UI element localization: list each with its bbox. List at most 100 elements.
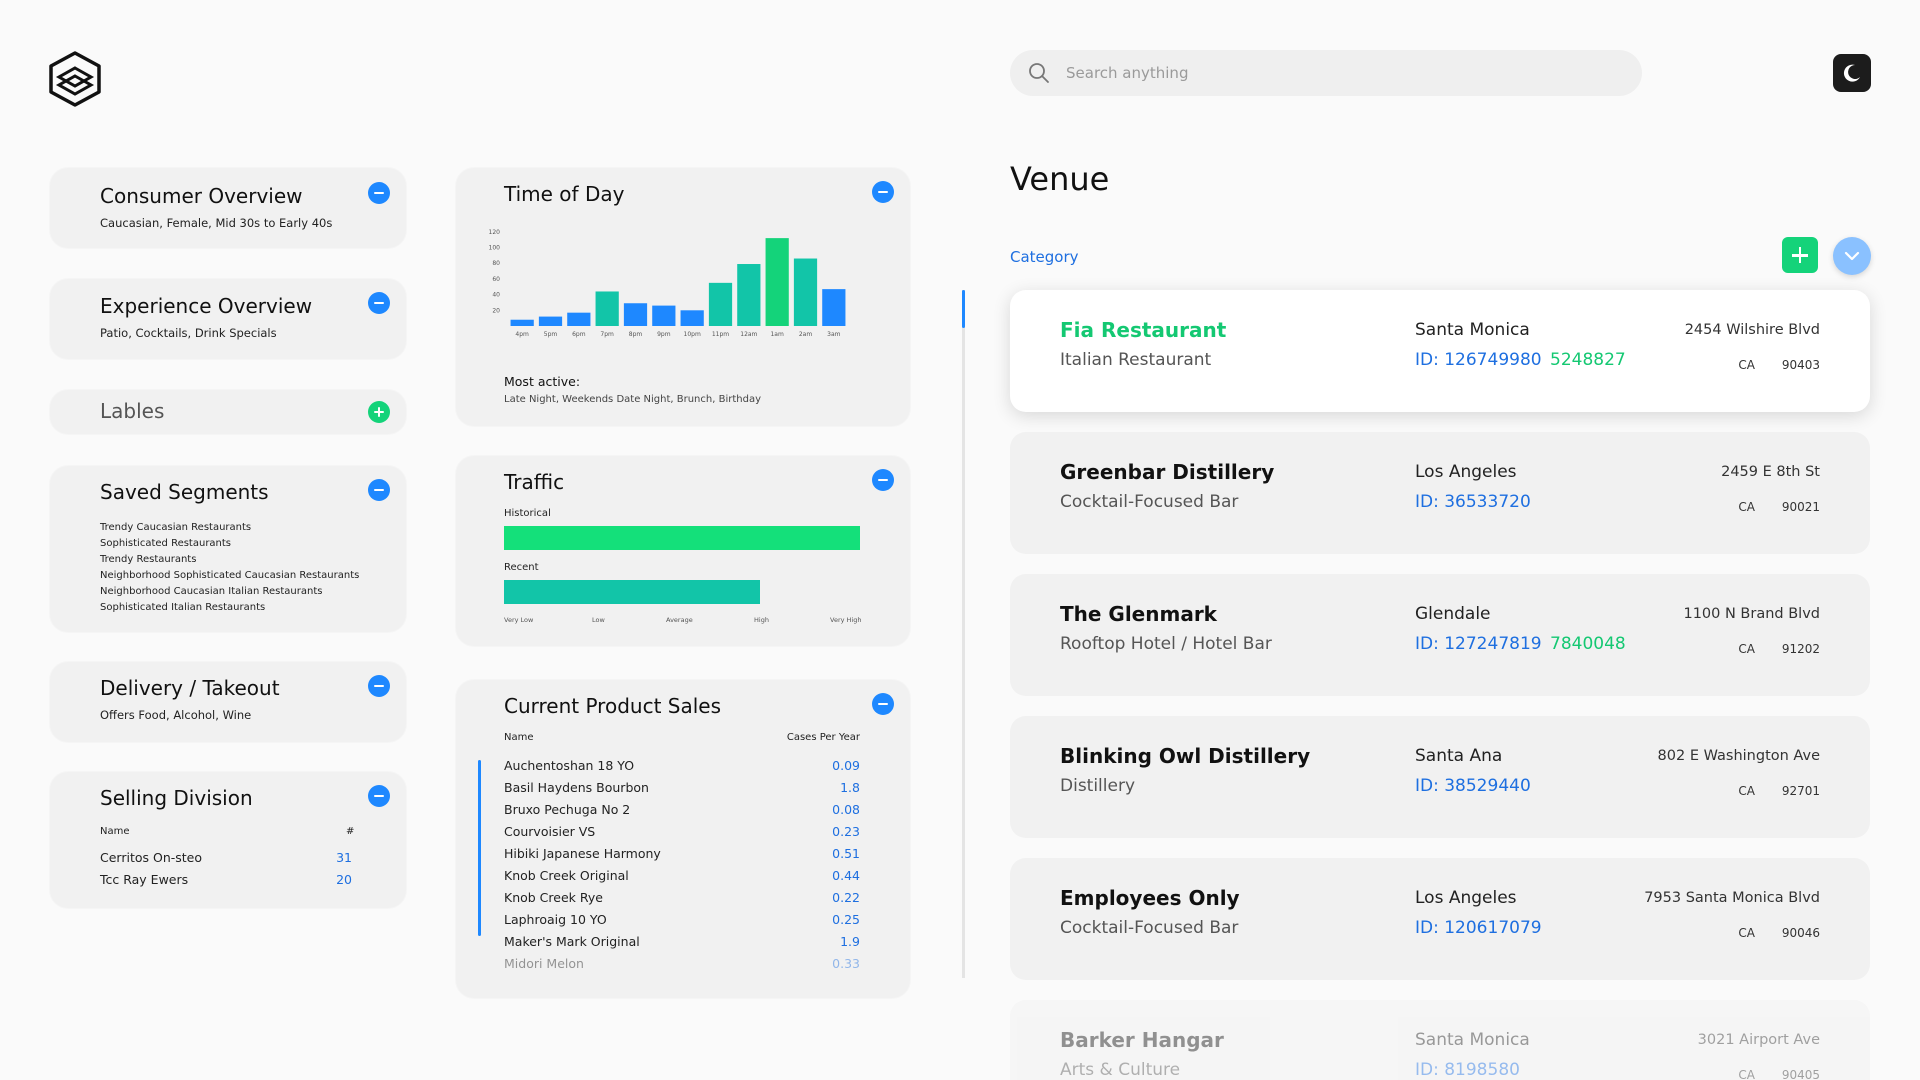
venue-zip: 90405	[1781, 1068, 1820, 1080]
column-header-name: Name	[100, 826, 130, 837]
collapse-button[interactable]	[872, 469, 894, 491]
dark-mode-toggle[interactable]	[1833, 54, 1871, 92]
product-name[interactable]: Maker's Mark Original	[504, 934, 640, 949]
bar[interactable]	[595, 291, 619, 326]
venue-type: Rooftop Hotel / Hotel Bar	[1060, 634, 1272, 654]
bar[interactable]	[510, 319, 534, 326]
add-venue-button[interactable]	[1782, 237, 1818, 273]
collapse-button[interactable]	[368, 182, 390, 204]
product-name[interactable]: Knob Creek Rye	[504, 890, 603, 905]
venue-card[interactable]: Fia Restaurant Italian Restaurant Santa Mo…	[1010, 290, 1870, 412]
traffic-tick: Very Low	[504, 616, 534, 624]
minus-icon	[374, 685, 384, 687]
venue-id: ID: 38529440	[1415, 776, 1531, 796]
search-bar[interactable]	[1010, 50, 1642, 96]
venue-card[interactable]: The Glenmark Rooftop Hotel / Hotel Bar Gle…	[1010, 574, 1870, 696]
saved-segments-card: Saved Segments Trendy Caucasian Restaura…	[50, 466, 406, 632]
hexagon-logo-icon[interactable]	[48, 50, 102, 108]
dropdown-button[interactable]	[1833, 237, 1871, 275]
collapse-button[interactable]	[368, 675, 390, 697]
bar[interactable]	[567, 312, 591, 326]
segment-item[interactable]: Sophisticated Italian Restaurants	[100, 602, 266, 613]
division-name[interactable]: Tcc Ray Ewers	[100, 872, 189, 887]
product-name[interactable]: Bruxo Pechuga No 2	[504, 802, 631, 817]
minus-icon	[374, 192, 384, 194]
product-cases-value: 0.25	[832, 912, 860, 927]
saved-segments-title: Saved Segments	[100, 480, 269, 504]
bar[interactable]	[737, 264, 761, 326]
historical-bar	[504, 526, 860, 550]
bar[interactable]	[822, 289, 846, 326]
bar[interactable]	[652, 305, 676, 326]
segment-item[interactable]: Sophisticated Restaurants	[100, 538, 232, 549]
venue-card[interactable]: Barker Hangar Arts & Culture Santa Monica I…	[1010, 1000, 1870, 1080]
segment-item[interactable]: Neighborhood Sophisticated Caucasian Res…	[100, 570, 360, 581]
bar[interactable]	[708, 282, 733, 326]
bar[interactable]	[680, 310, 704, 326]
segment-item[interactable]: Trendy Caucasian Restaurants	[100, 522, 252, 533]
venue-address: 2454 Wilshire Blvd	[1684, 322, 1820, 338]
venue-state: CA	[1738, 500, 1755, 514]
search-input[interactable]	[1066, 64, 1566, 82]
venue-id: ID: 126749980	[1415, 350, 1542, 370]
product-name[interactable]: Courvoisier VS	[504, 824, 596, 839]
product-name[interactable]: Knob Creek Original	[504, 868, 629, 883]
venue-city: Santa Monica	[1415, 1030, 1530, 1050]
venue-card[interactable]: Blinking Owl Distillery Distillery Santa A…	[1010, 716, 1870, 838]
segments-list: Trendy Caucasian Restaurants Sophisticat…	[100, 520, 359, 616]
collapse-button[interactable]	[872, 693, 894, 715]
venue-id: ID: 36533720	[1415, 492, 1531, 512]
collapse-button[interactable]	[368, 785, 390, 807]
bar[interactable]	[793, 258, 818, 326]
x-tick-label: 8pm	[629, 331, 643, 338]
minus-icon	[878, 191, 888, 193]
bar[interactable]	[538, 316, 563, 326]
product-name[interactable]: Basil Haydens Bourbon	[504, 780, 649, 795]
delivery-takeout-title: Delivery / Takeout	[100, 676, 280, 700]
bar[interactable]	[765, 238, 789, 326]
venue-card[interactable]: Employees Only Cocktail-Focused Bar Los An…	[1010, 858, 1870, 980]
scrollbar-track[interactable]	[962, 290, 965, 978]
x-tick-label: 5pm	[544, 331, 558, 338]
traffic-card: Traffic Historical Recent Very Low Low A…	[456, 456, 910, 646]
expand-button[interactable]	[368, 401, 390, 423]
venue-state: CA	[1738, 1068, 1755, 1080]
selling-division-card: Selling Division Name # Cerritos On-steo…	[50, 772, 406, 908]
selling-division-title: Selling Division	[100, 786, 253, 810]
product-cases-value: 0.51	[832, 846, 860, 861]
division-count: 31	[336, 850, 352, 865]
y-tick-label: 60	[492, 276, 500, 283]
category-filter[interactable]: Category	[1010, 248, 1079, 266]
recent-label: Recent	[504, 562, 539, 573]
x-tick-label: 6pm	[572, 331, 586, 338]
minus-icon	[374, 795, 384, 797]
experience-overview-card: Experience Overview Patio, Cocktails, Dr…	[50, 279, 406, 359]
time-of-day-card: Time of Day 20 40 60 80 100 120 4pm 5pm 6pm 7pm 8p…	[456, 168, 910, 426]
division-name[interactable]: Cerritos On-steo	[100, 850, 203, 865]
scrollbar-thumb[interactable]	[478, 760, 481, 936]
product-name[interactable]: Hibiki Japanese Harmony	[504, 846, 661, 861]
venue-zip: 91202	[1781, 642, 1820, 656]
venue-address: 3021 Airport Ave	[1697, 1032, 1820, 1048]
product-name[interactable]: Auchentoshan 18 YO	[504, 758, 635, 773]
x-tick-label: 12am	[740, 331, 757, 338]
venue-name: Employees Only	[1060, 886, 1240, 910]
y-tick-label: 80	[492, 260, 500, 267]
bar[interactable]	[623, 303, 648, 326]
segment-item[interactable]: Trendy Restaurants	[100, 554, 197, 565]
venue-type: Arts & Culture	[1060, 1060, 1181, 1080]
scrollbar-thumb[interactable]	[962, 290, 965, 328]
y-tick-label: 100	[489, 245, 501, 252]
venue-name: Fia Restaurant	[1060, 318, 1227, 342]
segment-item[interactable]: Neighborhood Caucasian Italian Restauran…	[100, 586, 323, 597]
venue-address: 7953 Santa Monica Blvd	[1644, 890, 1820, 906]
collapse-button[interactable]	[872, 181, 894, 203]
collapse-button[interactable]	[368, 479, 390, 501]
product-name[interactable]: Laphroaig 10 YO	[504, 912, 607, 927]
venue-card[interactable]: Greenbar Distillery Cocktail-Focused Bar L…	[1010, 432, 1870, 554]
column-header-cases: Cases Per Year	[786, 732, 860, 743]
product-name[interactable]: Midori Melon	[504, 956, 584, 971]
venue-address: 802 E Washington Ave	[1657, 748, 1820, 764]
collapse-button[interactable]	[368, 292, 390, 314]
venue-name: The Glenmark	[1060, 602, 1217, 626]
